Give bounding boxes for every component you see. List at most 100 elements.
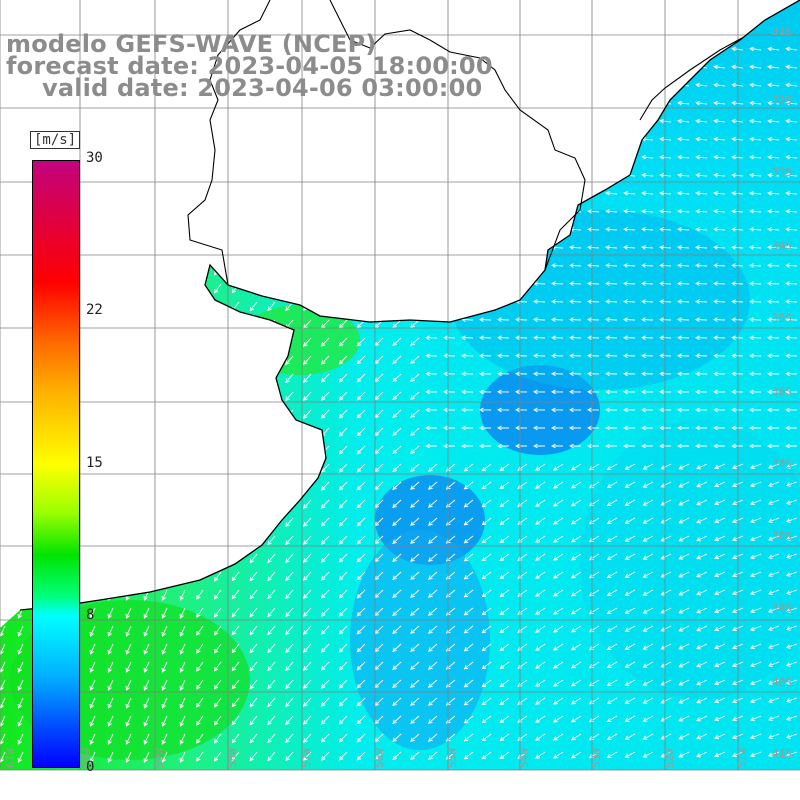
wind-arrow — [749, 407, 762, 413]
wind-arrow — [161, 751, 168, 763]
wind-arrow — [356, 355, 366, 365]
wind-arrow — [695, 154, 708, 160]
wind-arrow — [624, 715, 636, 722]
wind-arrow — [481, 463, 492, 472]
wind-arrow — [267, 751, 276, 762]
wind-arrow — [356, 697, 366, 707]
wind-arrow — [89, 715, 96, 727]
wind-arrow — [767, 697, 780, 703]
wind-arrow — [303, 625, 312, 635]
wind-arrow — [392, 679, 402, 689]
wind-arrow — [303, 607, 312, 617]
wind-arrow — [767, 661, 780, 667]
wind-arrow — [410, 643, 420, 652]
wind-arrow — [785, 715, 798, 721]
wind-arrow — [731, 389, 744, 395]
wind-arrow — [713, 425, 726, 431]
wind-arrow — [517, 751, 528, 759]
wind-arrow — [785, 100, 798, 106]
wind-arrow — [535, 535, 546, 543]
wind-arrow — [17, 733, 24, 745]
wind-arrow — [196, 643, 204, 654]
wind-arrow — [731, 100, 744, 106]
wind-arrow — [641, 317, 654, 322]
wind-arrow — [481, 679, 492, 688]
wind-arrow — [785, 353, 798, 359]
wind-arrow — [303, 535, 312, 545]
wind-arrow — [659, 335, 672, 340]
wind-arrow — [749, 154, 762, 160]
wind-arrow — [267, 553, 276, 564]
wind-arrow — [785, 263, 798, 268]
wind-arrow — [587, 353, 600, 359]
wind-arrow — [695, 227, 708, 232]
wind-arrow — [624, 463, 636, 470]
wind-arrow — [660, 751, 672, 758]
wind-arrow — [767, 535, 780, 541]
wind-arrow — [660, 499, 672, 506]
wind-arrow — [517, 733, 528, 741]
wind-arrow — [461, 407, 474, 413]
wind-arrow — [17, 697, 24, 709]
wind-arrow — [641, 353, 654, 359]
wind-arrow — [356, 679, 366, 689]
wind-arrow — [481, 553, 492, 562]
wind-arrow — [463, 733, 474, 742]
lagoon — [639, 37, 743, 121]
wind-arrow — [481, 517, 492, 526]
wind-arrow — [196, 589, 204, 600]
wind-arrow — [338, 625, 348, 635]
wind-arrow — [89, 643, 96, 655]
wind-arrow — [624, 589, 636, 596]
wind-arrow — [410, 337, 420, 346]
wind-arrow — [443, 353, 456, 359]
wind-arrow — [479, 335, 492, 340]
wind-arrow — [677, 118, 690, 124]
wind-arrow — [767, 172, 780, 178]
wind-arrow — [125, 697, 132, 709]
wind-arrow — [587, 317, 600, 322]
colorbar-unit: [m/s] — [30, 131, 81, 149]
wind-arrow — [285, 679, 294, 690]
wind-arrow — [553, 571, 564, 579]
wind-arrow — [143, 661, 150, 673]
wind-arrow — [785, 190, 798, 196]
wind-arrow — [587, 299, 600, 304]
wind-arrow — [267, 301, 276, 312]
wind-arrow — [517, 517, 528, 525]
wind-arrow — [535, 571, 546, 579]
wind-arrow — [17, 679, 24, 691]
wind-arrow — [392, 625, 402, 635]
lat-label: 41S — [772, 747, 792, 760]
wind-arrow — [587, 443, 599, 449]
wind-arrow — [749, 643, 762, 649]
wind-arrow — [659, 443, 671, 449]
wind-arrow — [731, 46, 744, 52]
wind-arrow — [499, 463, 510, 472]
wind-arrow — [303, 751, 312, 761]
wind-arrow — [605, 190, 618, 196]
wind-arrow — [320, 499, 330, 509]
wind-arrow — [89, 751, 96, 763]
wind-arrow — [553, 553, 564, 561]
wind-arrow — [461, 443, 473, 449]
wind-arrow — [231, 697, 240, 708]
wind-arrow — [179, 625, 186, 637]
wind-arrow — [249, 625, 258, 636]
wind-arrow — [587, 227, 600, 232]
wind-arrow — [677, 389, 690, 395]
wind-arrow — [660, 661, 672, 668]
wind-arrow — [107, 715, 114, 727]
wind-arrow — [677, 227, 690, 232]
lat-label: 39S — [772, 602, 792, 615]
wind-arrow — [713, 299, 726, 304]
wind-arrow — [320, 733, 330, 743]
wind-arrow — [659, 317, 672, 322]
wind-arrow — [125, 661, 132, 673]
wind-arrow — [660, 607, 672, 614]
wind-arrow — [749, 535, 762, 541]
wind-arrow — [481, 715, 492, 724]
wind-arrow — [642, 679, 654, 686]
wind-arrow — [623, 263, 636, 268]
wind-arrow — [338, 661, 348, 671]
